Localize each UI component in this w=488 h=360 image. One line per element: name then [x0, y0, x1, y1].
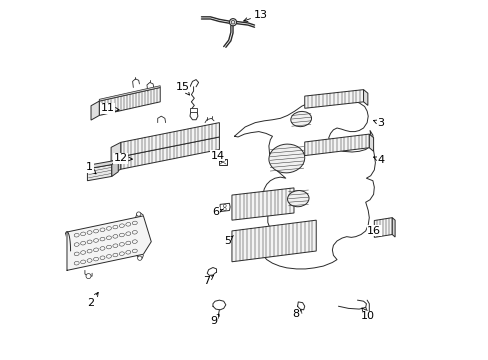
Polygon shape [231, 188, 293, 220]
Circle shape [136, 212, 141, 216]
Polygon shape [112, 160, 118, 176]
Text: 4: 4 [373, 155, 384, 165]
Polygon shape [87, 165, 112, 181]
Polygon shape [87, 160, 118, 169]
Text: 16: 16 [366, 226, 381, 236]
Text: 11: 11 [101, 103, 119, 113]
Ellipse shape [268, 144, 304, 173]
Text: 14: 14 [210, 150, 224, 162]
Polygon shape [67, 216, 151, 270]
Circle shape [229, 19, 236, 26]
Polygon shape [111, 157, 121, 174]
Circle shape [137, 256, 142, 260]
Text: 10: 10 [361, 308, 374, 321]
Polygon shape [190, 108, 197, 112]
Polygon shape [368, 134, 373, 151]
Polygon shape [218, 159, 227, 165]
Polygon shape [91, 101, 99, 120]
Polygon shape [99, 86, 160, 101]
Polygon shape [220, 203, 230, 212]
Polygon shape [99, 87, 160, 116]
Text: 8: 8 [292, 310, 300, 319]
Ellipse shape [290, 112, 311, 127]
Polygon shape [121, 137, 219, 169]
Text: 2: 2 [87, 292, 98, 308]
Text: 3: 3 [373, 118, 384, 128]
Text: 15: 15 [176, 82, 189, 95]
Polygon shape [304, 90, 363, 108]
Polygon shape [373, 218, 391, 237]
Text: 1: 1 [86, 162, 96, 174]
Text: 5: 5 [224, 235, 233, 246]
Polygon shape [121, 123, 219, 157]
Text: 13: 13 [243, 10, 267, 22]
Text: 9: 9 [210, 314, 219, 325]
Ellipse shape [287, 190, 308, 207]
Polygon shape [111, 142, 121, 162]
Polygon shape [391, 218, 394, 237]
Polygon shape [231, 220, 316, 262]
Text: 7: 7 [203, 275, 213, 286]
Text: 6: 6 [212, 207, 222, 217]
Circle shape [86, 274, 91, 279]
Text: 12: 12 [114, 153, 132, 163]
Polygon shape [304, 134, 368, 156]
Polygon shape [363, 90, 367, 105]
